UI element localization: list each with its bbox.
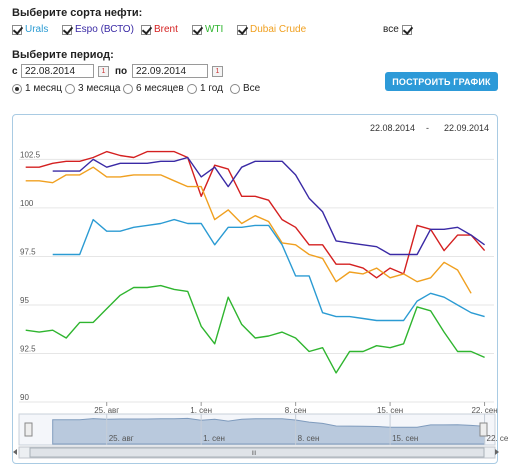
build-chart-button[interactable]: ПОСТРОИТЬ ГРАФИК xyxy=(385,72,498,91)
period-option-label: 6 месяцев xyxy=(136,83,184,94)
oil-checkbox-all[interactable]: все xyxy=(383,24,412,35)
chart-range-sep: - xyxy=(426,123,429,133)
period-option-label: 3 месяца xyxy=(78,83,121,94)
series-line-dubai-crude xyxy=(25,166,472,294)
oil-checkbox-espo[interactable]: Espo (ВСТО) xyxy=(62,24,134,35)
checkbox-checked-icon[interactable] xyxy=(192,24,202,35)
date-from-label: с xyxy=(12,66,18,77)
navigator-label: 8. сен xyxy=(298,434,320,443)
period-option-all[interactable]: Все xyxy=(230,83,260,94)
series-line-espo xyxy=(52,156,486,256)
oil-checkbox-wti[interactable]: WTI xyxy=(192,24,223,35)
scrollbar-grip-icon[interactable]: III xyxy=(251,451,256,457)
radio-icon[interactable] xyxy=(65,83,75,94)
navigator-label: 15. сен xyxy=(392,434,418,443)
radio-icon[interactable] xyxy=(187,83,197,94)
chart-panel xyxy=(12,114,498,464)
chart-range-to: 22.09.2014 xyxy=(444,123,489,133)
checkbox-checked-icon[interactable] xyxy=(141,24,151,35)
oil-select-title: Выберите сорта нефти: xyxy=(12,7,143,19)
scrollbar-thumb[interactable] xyxy=(29,447,485,458)
oil-label-espo: Espo (ВСТО) xyxy=(75,24,134,35)
checkbox-checked-icon[interactable] xyxy=(237,24,247,35)
x-tick-label: 8. сен xyxy=(285,406,307,415)
x-tick-label: 22. сен xyxy=(471,406,497,415)
y-tick-label: 90 xyxy=(20,393,29,402)
y-tick-label: 100 xyxy=(20,199,34,208)
x-tick-label: 15. сен xyxy=(377,406,403,415)
period-option-6-months[interactable]: 6 месяцев xyxy=(123,83,184,94)
series-line-urals xyxy=(52,218,485,322)
oil-checkbox-urals[interactable]: Urals xyxy=(12,24,48,35)
oil-label-all: все xyxy=(383,24,399,35)
period-option-1-month[interactable]: 1 месяц xyxy=(12,83,62,94)
series-line-wti xyxy=(25,284,485,374)
period-option-3-months[interactable]: 3 месяца xyxy=(65,83,120,94)
y-tick-label: 97.5 xyxy=(20,247,36,256)
x-tick-label: 1. сен xyxy=(190,406,212,415)
x-tick-label: 25. авг xyxy=(94,406,119,415)
calendar-icon[interactable]: 1 xyxy=(98,66,109,77)
navigator-left-handle[interactable] xyxy=(24,422,33,437)
scroll-left-icon[interactable] xyxy=(13,449,17,455)
period-option-label: Все xyxy=(243,83,261,94)
period-title: Выберите период: xyxy=(12,49,114,61)
date-to-label: по xyxy=(115,66,128,77)
navigator-label: 22. се xyxy=(487,434,508,443)
radio-selected-icon[interactable] xyxy=(12,83,22,94)
oil-label-wti: WTI xyxy=(205,24,224,35)
calendar-icon[interactable]: 1 xyxy=(212,66,223,77)
scroll-right-icon[interactable] xyxy=(495,449,499,455)
oil-label-dubai: Dubai Crude xyxy=(250,24,307,35)
radio-icon[interactable] xyxy=(123,83,133,94)
checkbox-checked-icon[interactable] xyxy=(401,24,412,35)
date-from-input[interactable] xyxy=(21,64,94,78)
navigator-area xyxy=(52,417,486,445)
chart-range-from: 22.08.2014 xyxy=(370,123,415,133)
navigator-right-handle[interactable] xyxy=(479,422,488,437)
oil-checkbox-dubai[interactable]: Dubai Crude xyxy=(237,24,306,35)
y-tick-label: 102.5 xyxy=(20,150,41,159)
navigator-label: 1. сен xyxy=(203,434,225,443)
navigator[interactable]: 25. авг 1. сен 8. сен 15. сен 22. се III xyxy=(13,413,508,459)
oil-checkbox-brent[interactable]: Brent xyxy=(141,24,178,35)
period-option-label: 1 месяц xyxy=(25,83,62,94)
y-tick-label: 95 xyxy=(20,296,29,305)
oil-label-urals: Urals xyxy=(25,24,49,35)
date-to-input[interactable] xyxy=(132,64,208,78)
checkbox-checked-icon[interactable] xyxy=(12,24,22,35)
series-line-brent xyxy=(25,150,486,279)
y-tick-label: 92.5 xyxy=(20,344,36,353)
period-option-1-year[interactable]: 1 год xyxy=(187,83,223,94)
period-option-label: 1 год xyxy=(200,83,223,94)
radio-icon[interactable] xyxy=(230,83,240,94)
navigator-label: 25. авг xyxy=(109,434,134,443)
checkbox-checked-icon[interactable] xyxy=(62,24,72,35)
oil-label-brent: Brent xyxy=(154,24,178,35)
